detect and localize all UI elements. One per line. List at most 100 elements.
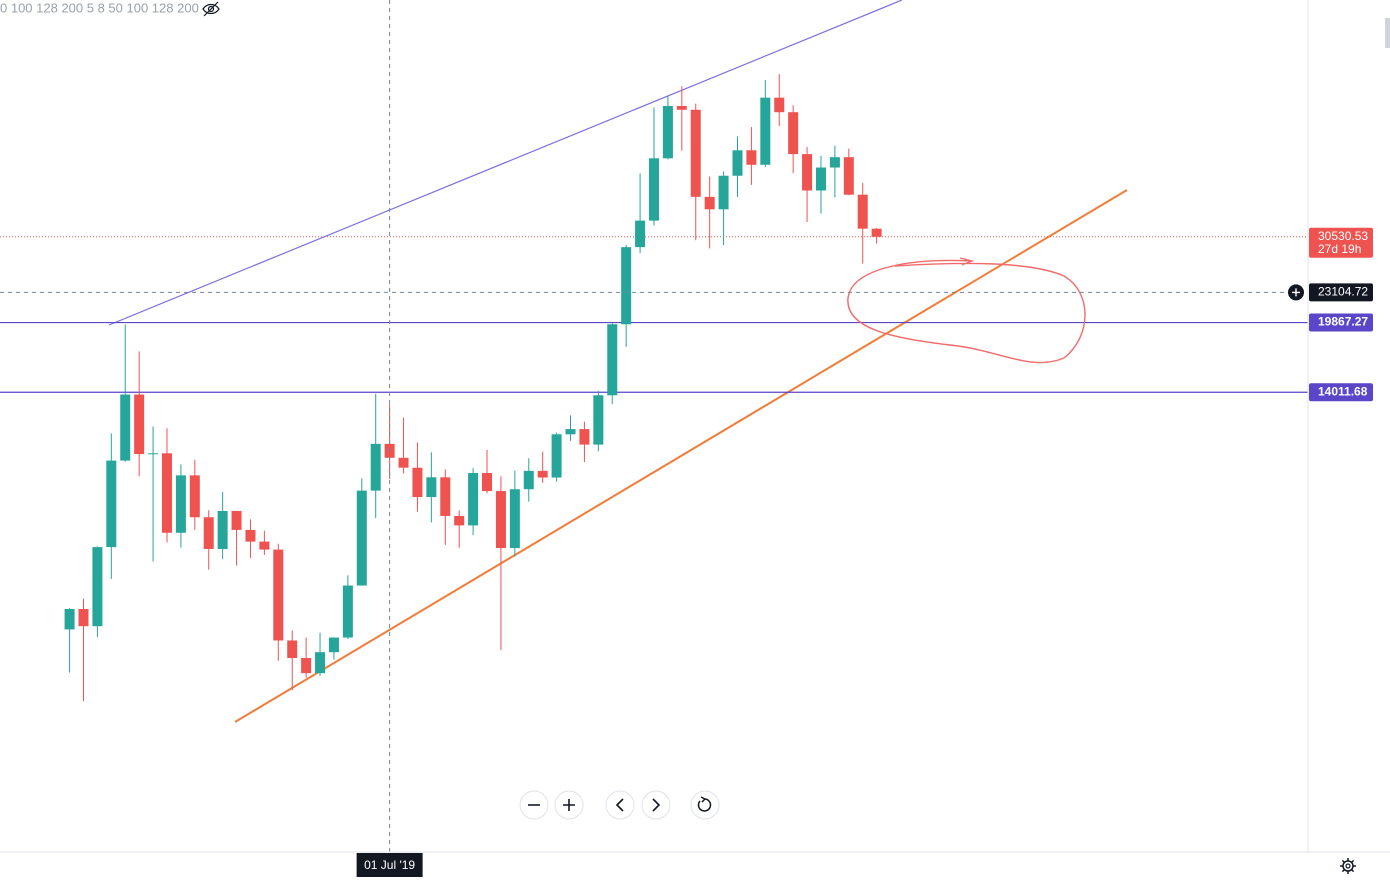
nav-buttons: [519, 790, 720, 820]
candle-body: [704, 196, 715, 210]
candle: [203, 510, 214, 570]
candle: [509, 470, 520, 557]
candle-body: [301, 658, 312, 674]
hide-icon[interactable]: [202, 1, 220, 17]
candle-body: [175, 475, 186, 533]
candle-body: [217, 510, 228, 549]
candle: [231, 510, 242, 566]
candle-body: [732, 150, 743, 176]
candle-body: [342, 585, 353, 638]
candle: [440, 469, 451, 545]
settings-button[interactable]: [1340, 858, 1356, 874]
candle: [92, 546, 103, 638]
candle: [871, 228, 882, 244]
candle: [788, 105, 799, 174]
candle: [245, 519, 256, 558]
candle-body: [760, 97, 771, 165]
crosshair-x-label: 01 Jul '19: [364, 858, 415, 872]
candle-body: [120, 394, 131, 461]
candle-body: [64, 609, 75, 630]
candle-body: [746, 150, 757, 165]
candle: [259, 530, 270, 555]
candle-body: [454, 515, 465, 526]
candle: [857, 182, 868, 264]
candle-body: [509, 489, 520, 549]
candle-body: [649, 158, 659, 221]
candle: [482, 449, 493, 494]
candle-body: [565, 429, 576, 435]
level-label: 14011.68: [1318, 384, 1368, 398]
candle: [342, 575, 353, 640]
candle: [815, 155, 826, 214]
candle: [829, 145, 840, 198]
zoom-in-button[interactable]: [554, 790, 584, 820]
candle: [370, 393, 381, 519]
candle: [593, 391, 604, 452]
price-axis: [1308, 0, 1390, 852]
reset-icon: [697, 796, 712, 812]
candle: [161, 428, 172, 543]
candle: [774, 74, 785, 126]
candle: [621, 245, 632, 347]
candle: [732, 136, 743, 197]
candle-body: [134, 394, 145, 455]
time-axis: [0, 852, 1308, 880]
candle-body: [843, 157, 854, 195]
candle: [454, 510, 465, 548]
candle: [64, 608, 75, 673]
candle-body: [857, 194, 868, 229]
candles: [64, 74, 882, 702]
candle: [412, 442, 423, 512]
candle: [217, 492, 228, 560]
corner: [1308, 853, 1390, 880]
candle-body: [537, 470, 548, 478]
candle-body: [482, 472, 493, 492]
candle: [495, 476, 506, 651]
slash: [203, 1, 219, 17]
button-bg: [605, 790, 635, 820]
candle-body: [315, 652, 326, 674]
candle: [537, 451, 548, 483]
candle-body: [718, 175, 729, 210]
candle: [175, 464, 186, 548]
candle: [120, 324, 131, 462]
scroll-left-button[interactable]: [605, 790, 635, 820]
candle: [551, 432, 562, 482]
scroll-right-button[interactable]: [641, 790, 671, 820]
button-bg: [690, 790, 720, 820]
candle: [690, 103, 701, 241]
candle: [356, 478, 367, 586]
candle: [189, 459, 200, 530]
scrollbar[interactable]: [1385, 18, 1390, 48]
level-label-bg: [1309, 313, 1373, 332]
candle: [802, 146, 813, 222]
candle-body: [203, 517, 214, 549]
add-alert-plus: [1292, 288, 1300, 297]
candle: [523, 458, 534, 502]
crosshair: [0, 0, 1304, 852]
candle: [704, 176, 715, 249]
button-bg: [641, 790, 671, 820]
reset-button[interactable]: [690, 790, 720, 820]
upper-trendline: [108, 0, 903, 326]
candle-body: [440, 477, 451, 516]
candle: [106, 433, 117, 579]
candle: [843, 148, 854, 196]
candle-body: [161, 453, 172, 533]
x-axis: 01 Jul '19: [356, 853, 423, 877]
candle-body: [245, 529, 256, 542]
candle-body: [148, 453, 159, 455]
candle-body: [231, 510, 242, 530]
candle: [328, 637, 339, 660]
candle-body: [523, 470, 534, 490]
last-price-bg: [1309, 227, 1373, 258]
crosshair-y-label: 23104.72: [1318, 285, 1368, 299]
pupil: [207, 5, 215, 13]
zoom-out-button[interactable]: [519, 790, 549, 820]
candle-body: [287, 640, 298, 659]
candle: [398, 417, 409, 474]
chevron-left: [615, 798, 624, 812]
